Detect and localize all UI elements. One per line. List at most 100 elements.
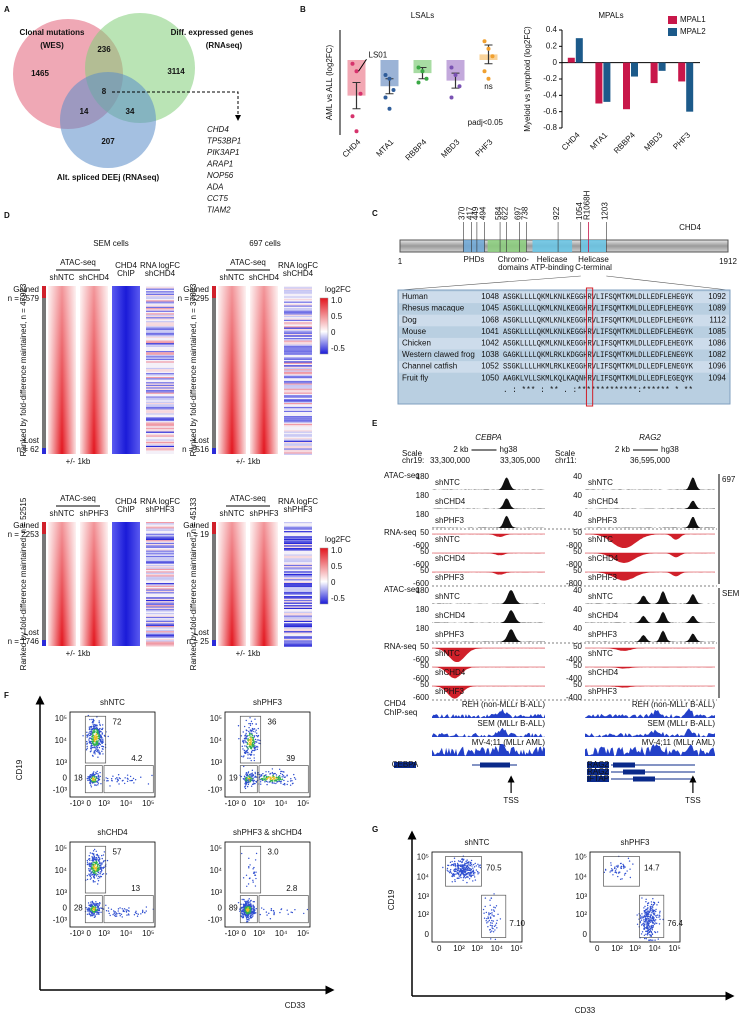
event-dot — [119, 912, 121, 915]
event-dot — [459, 860, 462, 862]
bar — [623, 62, 630, 110]
event-dot — [98, 721, 100, 724]
event-dot — [472, 869, 475, 871]
gate — [84, 895, 103, 924]
event-dot — [92, 723, 94, 725]
event-dot — [280, 908, 282, 911]
colorbar-title: log2FC — [325, 285, 351, 294]
heatmap-row — [146, 418, 174, 420]
column-label: shCHD4 — [283, 269, 314, 278]
heatmap-row — [146, 528, 174, 530]
heatmap-row — [284, 531, 312, 533]
event-dot — [96, 724, 98, 727]
range-label: 1912 — [719, 257, 737, 266]
event-dot — [657, 938, 659, 940]
x-tick-label: PHF3 — [474, 137, 495, 158]
scale-label: Scale — [402, 449, 423, 458]
heatmap-row — [146, 377, 174, 379]
event-dot — [96, 743, 99, 745]
event-dot — [244, 734, 247, 736]
event-dot — [652, 919, 654, 922]
window-label: +/- 1kb — [66, 457, 91, 466]
track-group-label: ATAC-seq — [384, 471, 420, 480]
event-dot — [648, 939, 651, 941]
x-tick-label: 10⁴ — [649, 944, 662, 953]
event-dot — [250, 785, 253, 787]
event-dot — [281, 773, 284, 776]
heatmap-fade — [48, 522, 76, 646]
heatmap-row — [146, 369, 174, 371]
annotation: LS01 — [369, 50, 388, 59]
event-dot — [241, 898, 243, 901]
event-dot — [652, 904, 654, 906]
event-dot — [648, 910, 651, 912]
event-dot — [118, 777, 121, 779]
event-dot — [255, 723, 257, 725]
event-dot — [651, 911, 653, 914]
heatmap-row — [284, 305, 312, 307]
event-dot — [91, 731, 93, 734]
event-dot — [91, 873, 94, 876]
heatmap-row — [284, 645, 312, 647]
event-dot — [260, 783, 262, 785]
event-dot — [91, 867, 93, 870]
event-dot — [270, 780, 272, 782]
event-dot — [96, 911, 98, 913]
event-dot — [89, 726, 92, 728]
event-dot — [450, 872, 453, 874]
event-dot — [475, 869, 478, 871]
heatmap-row — [146, 549, 174, 551]
heatmap-row — [146, 288, 174, 290]
event-dot — [497, 913, 499, 916]
event-dot — [467, 864, 469, 866]
heatmap-row — [146, 391, 174, 393]
heatmap-row — [146, 397, 174, 399]
event-dot — [264, 779, 266, 781]
column-label: RNA logFC — [140, 261, 180, 270]
event-dot — [282, 783, 285, 786]
heatmap-row — [284, 408, 312, 410]
assay-label: ATAC-seq — [60, 494, 96, 503]
heatmap-row — [146, 636, 174, 638]
heatmap-row — [146, 412, 174, 414]
event-dot — [639, 920, 641, 923]
event-dot — [649, 916, 651, 918]
event-dot — [244, 910, 246, 912]
event-dot — [622, 864, 625, 867]
event-dot — [245, 874, 248, 876]
event-dot — [128, 907, 130, 909]
rank-label: Ranked by fold-difference maintained; n … — [19, 497, 28, 670]
event-dot — [256, 748, 259, 751]
event-dot — [96, 734, 98, 736]
event-dot — [96, 726, 98, 728]
event-dot — [244, 739, 246, 742]
event-dot — [244, 783, 246, 785]
heatmap-row — [146, 378, 174, 380]
chip-sample: REH (non-MLLr B-ALL) — [462, 700, 545, 709]
event-dot — [454, 880, 456, 883]
event-dot — [652, 924, 654, 927]
event-dot — [462, 876, 465, 879]
event-dot — [249, 736, 251, 739]
event-dot — [255, 907, 258, 910]
event-dot — [255, 877, 257, 880]
event-dot — [612, 874, 614, 876]
event-dot — [650, 903, 653, 906]
heatmap-row — [284, 619, 312, 621]
event-dot — [254, 912, 256, 914]
event-dot — [640, 917, 642, 919]
heatmap-row — [284, 581, 312, 583]
event-dot — [102, 745, 105, 748]
annotation-gene: CEBPA — [392, 760, 419, 769]
event-dot — [86, 859, 89, 862]
event-dot — [92, 905, 94, 907]
heatmap-row — [146, 305, 174, 307]
event-dot — [649, 939, 652, 941]
y-tick-label: 10³ — [417, 892, 429, 901]
event-dot — [483, 917, 486, 919]
x-tick-label: 0 — [86, 929, 91, 938]
event-dot — [253, 901, 255, 903]
event-dot — [98, 731, 101, 734]
event-dot — [278, 780, 280, 783]
event-dot — [477, 873, 479, 875]
